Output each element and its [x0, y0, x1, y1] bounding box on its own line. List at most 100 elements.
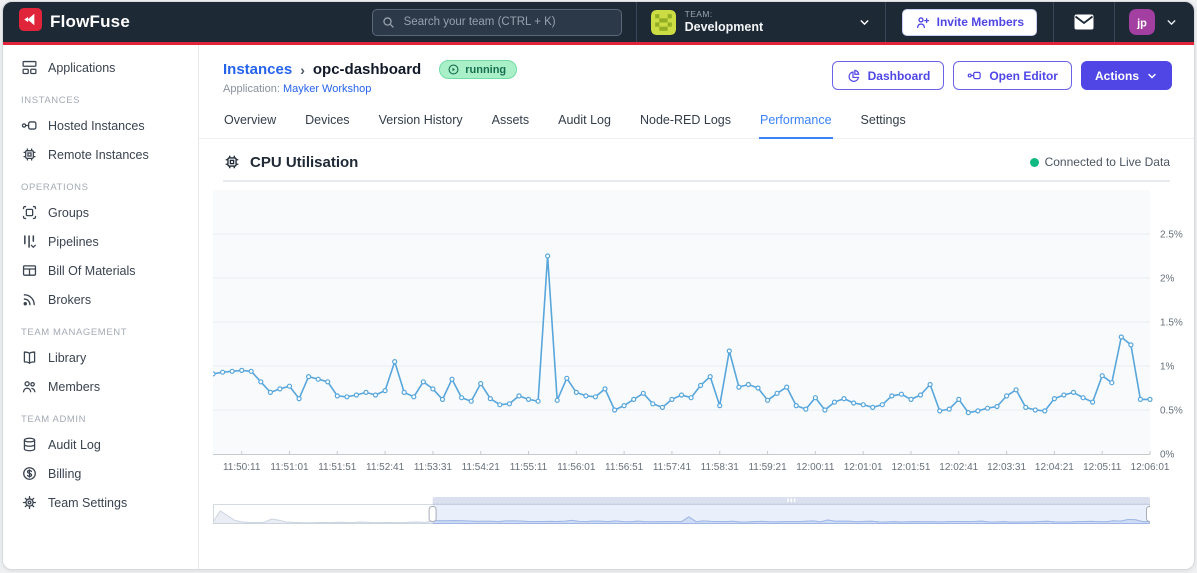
data-point — [937, 408, 943, 414]
application-label: Application: — [223, 83, 280, 95]
sidebar-item-pipelines[interactable]: Pipelines — [3, 227, 198, 256]
x-axis-label: 11:51:01 — [270, 462, 309, 473]
x-axis-label: 12:05:11 — [1083, 462, 1122, 473]
main-content: Instances › opc-dashboard running Applic… — [199, 45, 1194, 569]
data-point — [698, 382, 704, 388]
data-point — [1070, 389, 1077, 395]
billing-icon — [23, 467, 36, 480]
chart-range-navigator[interactable] — [212, 496, 1194, 529]
data-point — [554, 397, 560, 403]
data-point — [917, 392, 924, 398]
range-navigator-svg[interactable] — [212, 496, 1154, 524]
sidebar-item-label: Billing — [48, 466, 82, 481]
tab-overview[interactable]: Overview — [224, 113, 277, 127]
sidebar-item-groups[interactable]: Groups — [3, 198, 198, 227]
sidebar-item-bill-of-materials[interactable]: Bill Of Materials — [3, 256, 198, 285]
data-point — [678, 392, 685, 398]
sidebar-item-audit-log[interactable]: Audit Log — [3, 430, 198, 459]
data-point — [726, 348, 732, 354]
navbar-divider — [1114, 2, 1115, 42]
data-point — [497, 402, 503, 408]
tab-settings[interactable]: Settings — [860, 113, 906, 127]
tab-assets[interactable]: Assets — [491, 113, 530, 127]
x-axis-label: 11:52:41 — [366, 462, 405, 473]
x-axis-label: 12:06:01 — [1131, 462, 1170, 473]
open-editor-button[interactable]: Open Editor — [953, 61, 1072, 90]
notifications-button[interactable] — [1054, 2, 1114, 42]
data-point — [889, 393, 895, 399]
navigator-grip-dot — [790, 498, 793, 502]
envelope-icon — [1074, 14, 1094, 30]
actions-button[interactable]: Actions — [1080, 61, 1172, 90]
breadcrumb-instances-link[interactable]: Instances — [223, 61, 293, 78]
sidebar-item-label: Pipelines — [48, 234, 99, 249]
navigator-selection[interactable] — [432, 504, 1150, 524]
data-point — [267, 389, 274, 395]
sidebar-item-label: Groups — [48, 205, 89, 220]
y-axis-label: 1% — [1160, 362, 1175, 373]
tab-node-red-logs[interactable]: Node-RED Logs — [639, 113, 731, 127]
sidebar-item-hosted-instances[interactable]: Hosted Instances — [3, 111, 198, 140]
data-point — [1051, 396, 1058, 402]
data-point — [736, 384, 742, 390]
data-point — [478, 381, 484, 387]
data-point — [621, 403, 627, 409]
sidebar-item-billing[interactable]: Billing — [3, 459, 198, 488]
data-point — [592, 394, 598, 400]
data-point — [812, 395, 819, 401]
chevron-down-icon — [1165, 16, 1178, 29]
data-point — [908, 396, 914, 402]
x-axis-label: 11:55:11 — [510, 462, 548, 473]
data-point — [850, 400, 857, 406]
sidebar-item-label: Bill Of Materials — [48, 263, 136, 278]
tab-devices[interactable]: Devices — [305, 113, 350, 127]
data-point — [755, 385, 761, 391]
status-badge-label: running — [465, 63, 507, 76]
sidebar-section-team-admin: TEAM ADMIN — [21, 414, 87, 425]
flowfuse-logo[interactable]: FlowFuse — [3, 2, 146, 42]
navigator-mini-series-selected — [432, 516, 1150, 524]
sidebar-item-team-settings[interactable]: Team Settings — [3, 488, 198, 517]
data-point — [210, 371, 216, 377]
panel-title-label: CPU Utilisation — [250, 153, 359, 171]
panel-title: CPU Utilisation — [223, 153, 358, 171]
x-axis-label: 12:01:51 — [892, 462, 931, 473]
team-selector[interactable]: TEAM: Development — [637, 2, 885, 42]
team-avatar — [650, 9, 676, 35]
sidebar-section-instances: INSTANCES — [21, 95, 81, 106]
navigator-handle-right[interactable] — [1146, 506, 1154, 522]
data-point — [650, 401, 656, 407]
x-axis-label: 11:56:01 — [557, 462, 596, 473]
data-point — [392, 359, 398, 365]
search-icon — [382, 16, 395, 29]
data-point — [688, 395, 694, 401]
search-input[interactable] — [401, 15, 612, 29]
invite-members-button[interactable]: Invite Members — [901, 8, 1037, 36]
node-red-editor-icon — [967, 71, 982, 80]
sidebar-item-library[interactable]: Library — [3, 343, 198, 372]
library-icon — [23, 351, 36, 364]
tab-performance[interactable]: Performance — [758, 108, 833, 139]
cpu-line-chart-svg: 2.5% 2% 1.5% 1% 0.5% 0% 11:50:11 11:51:01 11:51:… — [210, 190, 1183, 473]
sidebar-item-remote-instances[interactable]: Remote Instances — [3, 140, 198, 169]
sidebar-item-label: Hosted Instances — [48, 118, 145, 133]
sidebar-item-brokers[interactable]: Brokers — [3, 285, 198, 314]
sidebar-item-label: Remote Instances — [48, 147, 149, 162]
data-point — [325, 379, 331, 385]
tab-audit-log[interactable]: Audit Log — [558, 113, 611, 127]
svg-text:jp: jp — [1136, 18, 1147, 30]
user-avatar: jp — [1129, 9, 1155, 35]
sidebar-item-applications[interactable]: Applications — [3, 53, 198, 82]
application-link[interactable]: Mayker Workshop — [282, 83, 372, 95]
dashboard-button[interactable]: Dashboard — [831, 61, 945, 90]
data-point — [927, 381, 933, 388]
sidebar-item-members[interactable]: Members — [3, 372, 198, 401]
x-axis-label: 11:59:21 — [748, 462, 787, 473]
user-menu[interactable]: jp — [1115, 2, 1194, 42]
sidebar-item-label: Team Settings — [48, 495, 128, 510]
user-plus-icon — [915, 15, 930, 30]
x-axis-label: 12:00:11 — [796, 462, 835, 473]
breadcrumb-separator: › — [300, 61, 305, 78]
navigator-handle-left[interactable] — [428, 506, 437, 522]
tab-version-history[interactable]: Version History — [378, 113, 463, 127]
